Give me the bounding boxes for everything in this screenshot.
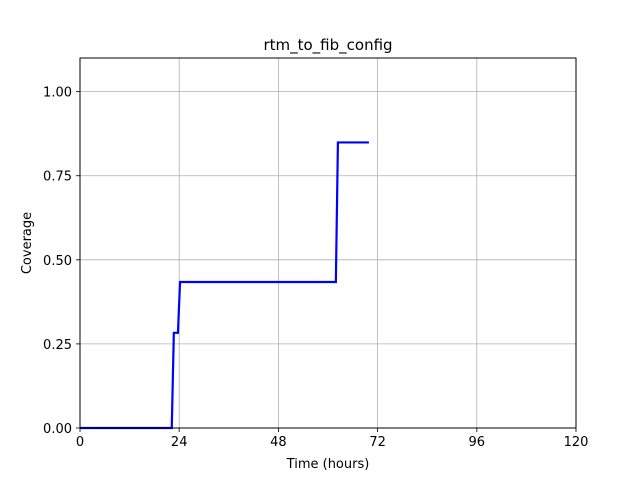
y-axis-label: Coverage	[20, 212, 35, 274]
series-layer	[80, 141, 369, 430]
y-tick-label: 0.25	[43, 338, 72, 353]
x-tick-label: 96	[469, 435, 486, 450]
x-tick-label: 120	[564, 435, 589, 450]
x-tick-label: 0	[76, 435, 84, 450]
y-tick-label: 0.00	[43, 422, 72, 437]
y-tick-label: 0.75	[43, 170, 72, 185]
y-tick-label: 0.50	[43, 254, 72, 269]
chart-title: rtm_to_fib_config	[263, 36, 392, 55]
grid-lines	[79, 58, 577, 429]
x-tick-label: 24	[171, 435, 188, 450]
plot-frame	[79, 57, 577, 429]
tick-layer: 0 24 48 72 96 120 0.00 0.25 0.50 0.75 1.00	[43, 86, 588, 450]
x-tick-label: 72	[369, 435, 386, 450]
series-line	[80, 141, 369, 430]
x-axis-label: Time (hours)	[286, 457, 370, 472]
y-tick-label: 1.00	[43, 86, 72, 101]
x-tick-label: 48	[270, 435, 287, 450]
